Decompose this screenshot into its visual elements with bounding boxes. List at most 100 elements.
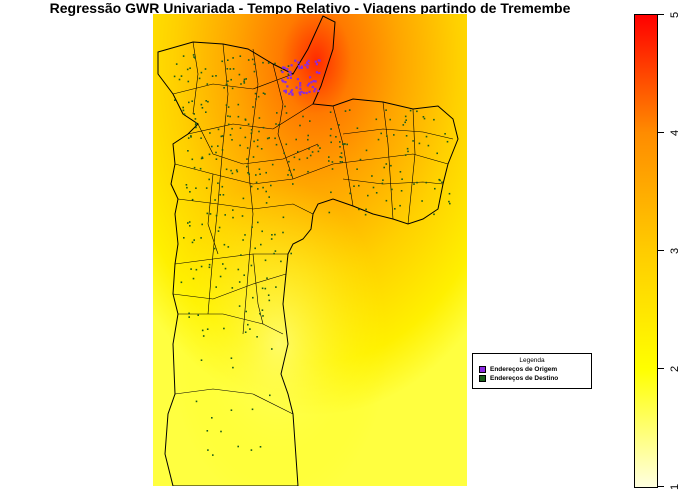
origin-point (305, 91, 308, 95)
destination-point (259, 173, 261, 175)
destination-point (227, 115, 229, 117)
destination-point (394, 208, 396, 210)
destination-point (261, 230, 263, 233)
origin-point (307, 59, 310, 62)
destination-point (439, 179, 441, 182)
destination-point (365, 208, 367, 211)
destination-point (330, 141, 332, 144)
destination-point (448, 200, 450, 203)
destination-point (275, 286, 277, 288)
destination-point (175, 63, 178, 65)
destination-point (227, 123, 230, 126)
origin-point (289, 76, 292, 79)
destination-point (193, 56, 195, 58)
destination-point (348, 109, 351, 111)
destination-point (208, 178, 210, 181)
destination-point (367, 194, 369, 197)
destination-point (227, 59, 229, 61)
colorbar-tick-label: 3 (669, 247, 681, 254)
destination-point (389, 118, 391, 121)
destination-point (248, 173, 250, 175)
destination-point (231, 172, 234, 175)
destination-point (271, 348, 273, 350)
destination-point (249, 328, 251, 330)
destination-point (427, 144, 430, 147)
destination-point (330, 128, 332, 130)
destination-point (407, 150, 409, 153)
destination-point (230, 357, 233, 359)
destination-point (364, 213, 367, 216)
destination-point (342, 143, 344, 146)
destination-point (238, 305, 241, 307)
destination-point (194, 123, 197, 126)
origin-point (284, 89, 287, 92)
destination-point (182, 106, 184, 109)
destination-point (356, 127, 359, 129)
colorbar-tick (658, 132, 664, 133)
destination-point (425, 181, 428, 184)
destination-point (178, 78, 181, 81)
destination-point (250, 132, 253, 135)
destination-point (339, 161, 342, 163)
destination-point (229, 134, 232, 136)
destination-point (290, 174, 293, 176)
destination-point (341, 161, 343, 163)
destination-point (255, 174, 257, 176)
origin-point (314, 87, 317, 90)
destination-point (295, 138, 297, 141)
destination-point (206, 212, 209, 215)
destination-point (270, 238, 273, 240)
destination-point (255, 98, 257, 100)
destination-point (262, 186, 264, 189)
origin-point (306, 84, 309, 87)
destination-point (200, 359, 203, 361)
origin-point (284, 81, 287, 84)
destination-point (416, 181, 418, 184)
destination-point (349, 192, 351, 195)
origin-points (281, 59, 321, 96)
destination-point (247, 59, 250, 61)
destination-point (253, 63, 256, 66)
legend-item-label: Endereços de Destino (490, 375, 559, 382)
destination-point (227, 106, 230, 108)
destination-point (243, 80, 245, 83)
destination-point (402, 124, 405, 126)
destination-point (232, 209, 234, 211)
destination-point (208, 266, 211, 269)
destination-point (232, 366, 234, 369)
origin-point (314, 60, 317, 63)
destination-point (268, 137, 270, 139)
destination-point (371, 175, 373, 177)
origin-point (295, 86, 298, 89)
destination-point (260, 148, 263, 150)
destination-point (239, 144, 241, 147)
destination-point (264, 287, 267, 290)
origin-point (286, 85, 289, 88)
destination-point (217, 128, 220, 131)
destination-point (188, 316, 190, 318)
destination-point (433, 213, 435, 216)
destination-point (232, 216, 234, 219)
origin-swatch (479, 366, 486, 373)
origin-point (297, 61, 300, 64)
destination-point (183, 113, 186, 115)
destination-point (416, 110, 418, 113)
destination-point (244, 136, 247, 139)
destination-point (188, 221, 191, 223)
destination-point (340, 152, 343, 154)
origin-point (315, 63, 318, 66)
destination-point (190, 135, 192, 137)
origin-point (282, 80, 285, 83)
destination-point (215, 158, 218, 160)
origin-point (299, 82, 302, 85)
origin-point (283, 66, 286, 69)
destination-point (195, 187, 197, 189)
destination-point (189, 225, 191, 227)
destination-point (302, 115, 304, 118)
destination-point (280, 69, 283, 72)
destination-point (277, 124, 280, 126)
destination-point (224, 267, 227, 270)
destination-point (230, 78, 232, 81)
destination-point (261, 309, 264, 311)
destination-point (225, 83, 228, 86)
